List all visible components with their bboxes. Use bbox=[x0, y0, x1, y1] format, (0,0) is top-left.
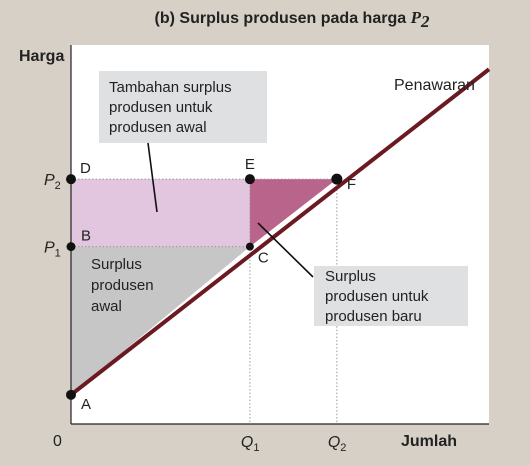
callout-baru-pointer bbox=[257, 222, 314, 278]
y-tick-label-0: P2 bbox=[44, 172, 61, 192]
label-surplus-awal-line1: Surplus bbox=[91, 256, 142, 273]
callout-baru-line2: produsen untuk bbox=[325, 288, 429, 305]
point-a bbox=[66, 389, 76, 400]
x-axis-label: Jumlah bbox=[401, 433, 457, 450]
chart-title: (b) Surplus produsen pada harga P2 bbox=[155, 8, 430, 31]
chart-title-text: (b) Surplus produsen pada harga bbox=[155, 10, 411, 27]
callout-tambahan-line2: produsen untuk bbox=[109, 99, 213, 116]
point-label-b: B bbox=[81, 228, 91, 245]
guide-lines bbox=[71, 178, 338, 424]
callout-baru-line3: produsen baru bbox=[325, 308, 422, 325]
region-tambahan-surplus bbox=[71, 179, 250, 247]
point-d bbox=[66, 174, 76, 185]
tick-labels: Q1 Q2 P2 P1 bbox=[44, 172, 346, 454]
point-label-a: A bbox=[81, 396, 91, 413]
region-surplus-baru bbox=[249, 179, 337, 247]
callout-tambahan: Tambahan surplus produsen untuk produsen… bbox=[109, 79, 236, 136]
callout-box-tambahan bbox=[99, 71, 267, 143]
x-tick-label-1: Q2 bbox=[328, 434, 347, 454]
point-label-f: F bbox=[347, 176, 356, 193]
point-label-d: D bbox=[80, 160, 91, 177]
callout-baru-line1: Surplus bbox=[325, 268, 376, 285]
chart-title-var: P bbox=[410, 8, 422, 27]
label-surplus-awal-line3: awal bbox=[91, 298, 122, 315]
supply-label: Penawaran bbox=[394, 77, 475, 94]
callout-tambahan-pointer bbox=[147, 142, 158, 213]
point-label-e: E bbox=[245, 156, 255, 173]
point-f bbox=[331, 173, 343, 185]
x-tick-label-0: Q1 bbox=[241, 434, 260, 454]
chart-points: A B C D E F bbox=[66, 156, 356, 413]
y-axis-label: Harga bbox=[19, 48, 64, 65]
label-surplus-awal-line2: produsen bbox=[91, 277, 154, 294]
callout-tambahan-line1: Tambahan surplus bbox=[109, 79, 232, 96]
callout-tambahan-line3: produsen awal bbox=[109, 119, 207, 136]
callout-box-baru bbox=[314, 266, 468, 326]
point-c bbox=[245, 242, 254, 251]
point-e bbox=[244, 174, 255, 185]
point-label-c: C bbox=[258, 250, 269, 267]
point-b bbox=[66, 242, 76, 252]
callout-baru: Surplus produsen untuk produsen baru bbox=[325, 268, 433, 325]
chart-title-sub: 2 bbox=[420, 12, 430, 31]
origin-label: 0 bbox=[53, 433, 62, 450]
supply-curve bbox=[69, 67, 491, 397]
label-surplus-awal: Surplus produsen awal bbox=[91, 256, 158, 315]
y-tick-label-1: P1 bbox=[44, 240, 61, 260]
